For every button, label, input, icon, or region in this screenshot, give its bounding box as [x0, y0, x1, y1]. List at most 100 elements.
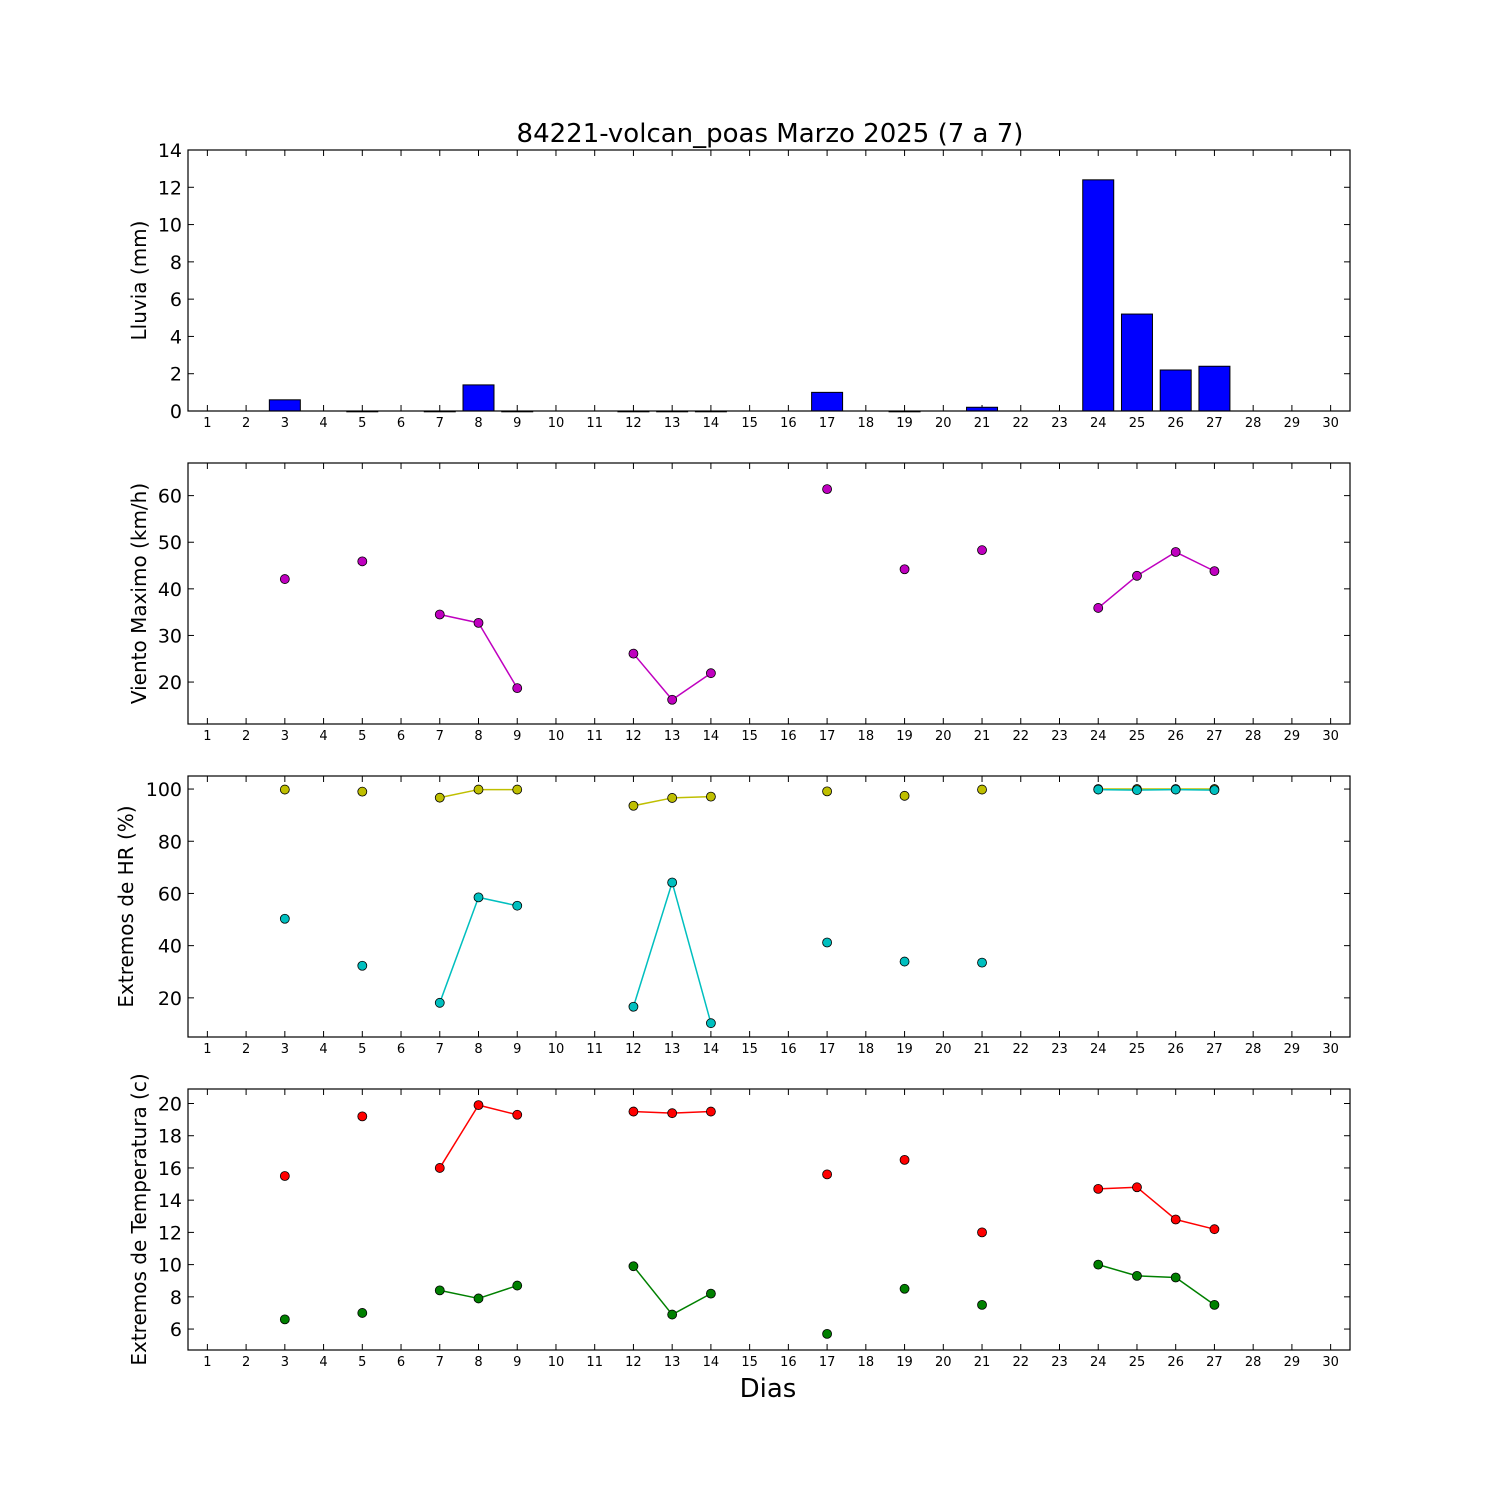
- x-tick-label: 5: [358, 729, 366, 744]
- wind-line-segment: [1175, 551, 1215, 572]
- temp-min-line-segment: [1175, 1276, 1215, 1306]
- hr-min-point: [667, 877, 678, 888]
- x-tick-label: 23: [1051, 1042, 1068, 1057]
- x-tick-label: 5: [358, 416, 366, 431]
- bar: [462, 384, 495, 412]
- x-tick-label: 12: [625, 1355, 642, 1370]
- temp-max-point: [977, 1227, 987, 1238]
- hr-max-point: [706, 791, 716, 802]
- wind-point: [1209, 566, 1220, 577]
- x-tick-label: 17: [819, 1042, 836, 1057]
- x-tick-label: 21: [974, 1355, 991, 1370]
- temp-max-line-segment: [1136, 1186, 1177, 1221]
- hr-max-point: [628, 800, 639, 811]
- x-tick-label: 21: [974, 416, 991, 431]
- x-tick-label: 2: [242, 1042, 250, 1057]
- hr-min-point: [628, 1001, 639, 1012]
- temp-max-point: [1209, 1224, 1220, 1235]
- x-tick-label: 9: [513, 729, 521, 744]
- temp-min-point: [1132, 1270, 1142, 1281]
- temp-min-point: [512, 1280, 523, 1291]
- x-tick-label: 25: [1129, 416, 1146, 431]
- wind-point: [357, 556, 368, 567]
- x-tick-label: 12: [625, 416, 642, 431]
- temp-min-line-segment: [671, 1292, 712, 1316]
- temp-max-point: [279, 1171, 290, 1181]
- hr-min-point: [822, 937, 832, 948]
- x-tick-label: 6: [397, 729, 405, 744]
- hr-min-point: [1170, 784, 1181, 795]
- x-tick-label: 17: [819, 416, 836, 431]
- hr-max-line-segment: [672, 795, 711, 799]
- temp-min-point: [977, 1299, 987, 1310]
- y-tick-label: 60: [158, 883, 182, 905]
- x-tick-label: 29: [1284, 729, 1301, 744]
- hr-max-point: [473, 784, 484, 795]
- x-tick-label: 29: [1284, 416, 1301, 431]
- x-tick-label: 24: [1090, 416, 1107, 431]
- x-tick-label: 8: [474, 416, 482, 431]
- x-tick-label: 3: [281, 1042, 289, 1057]
- x-tick-label: 2: [242, 1355, 250, 1370]
- x-tick-label: 13: [664, 416, 681, 431]
- x-tick-label: 6: [397, 416, 405, 431]
- temp-min-line-segment: [632, 1265, 673, 1316]
- hr-max-point: [822, 786, 832, 797]
- y-tick-label: 0: [170, 401, 182, 423]
- x-tick-label: 16: [780, 416, 797, 431]
- temp-min-point: [706, 1288, 716, 1299]
- wind-point: [977, 545, 987, 556]
- temp-min-point: [1170, 1272, 1181, 1283]
- hr-max-point: [279, 784, 290, 795]
- x-tick-label: 10: [548, 729, 565, 744]
- bar: [1082, 179, 1115, 412]
- y-tick-label: 10: [158, 1255, 182, 1277]
- y-tick-label: 12: [158, 177, 182, 199]
- x-tick-label: 8: [474, 729, 482, 744]
- x-tick-label: 30: [1322, 1355, 1339, 1370]
- x-tick-label: 25: [1129, 729, 1146, 744]
- y-axis-label: Lluvia (mm): [127, 221, 151, 341]
- x-tick-label: 12: [625, 1042, 642, 1057]
- x-tick-label: 6: [397, 1355, 405, 1370]
- x-tick-label: 17: [819, 729, 836, 744]
- y-tick-label: 4: [170, 326, 182, 348]
- chart-title: 84221-volcan_poas Marzo 2025 (7 a 7): [517, 119, 1024, 149]
- plot-frame: [187, 149, 1351, 412]
- x-tick-label: 3: [281, 416, 289, 431]
- x-tick-label: 10: [548, 1355, 565, 1370]
- wind-point: [434, 609, 445, 620]
- hr-min-line-segment: [1098, 788, 1137, 791]
- temp-max-point: [1170, 1214, 1181, 1225]
- x-tick-label: 24: [1090, 729, 1107, 744]
- x-tick-label: 21: [974, 1042, 991, 1057]
- x-tick-label: 11: [586, 1042, 603, 1057]
- wind-point: [899, 564, 910, 575]
- x-tick-label: 30: [1322, 729, 1339, 744]
- x-tick-label: 26: [1167, 1042, 1184, 1057]
- temp-min-point: [628, 1261, 639, 1272]
- y-axis-label: Extremos de Temperatura (c): [127, 1073, 151, 1365]
- y-tick-label: 6: [170, 289, 182, 311]
- y-tick-label: 6: [170, 1319, 182, 1341]
- y-tick-label: 16: [158, 1158, 182, 1180]
- hr-max-point: [357, 786, 368, 797]
- hr-max-point: [977, 784, 987, 795]
- x-tick-label: 27: [1206, 729, 1223, 744]
- x-tick-label: 2: [242, 729, 250, 744]
- x-tick-label: 18: [858, 1355, 875, 1370]
- y-tick-label: 30: [158, 625, 182, 647]
- hr-min-line-segment: [478, 896, 518, 907]
- wind-line-segment: [439, 613, 479, 624]
- x-tick-label: 7: [436, 1042, 444, 1057]
- y-tick-label: 8: [170, 252, 182, 274]
- wind-point: [279, 574, 290, 584]
- y-tick-label: 20: [158, 672, 182, 694]
- y-axis-label: Viento Maximo (km/h): [127, 483, 151, 704]
- temp-max-point: [822, 1169, 832, 1180]
- temp-min-point: [279, 1314, 290, 1325]
- x-tick-label: 18: [858, 729, 875, 744]
- y-tick-label: 20: [158, 1094, 182, 1116]
